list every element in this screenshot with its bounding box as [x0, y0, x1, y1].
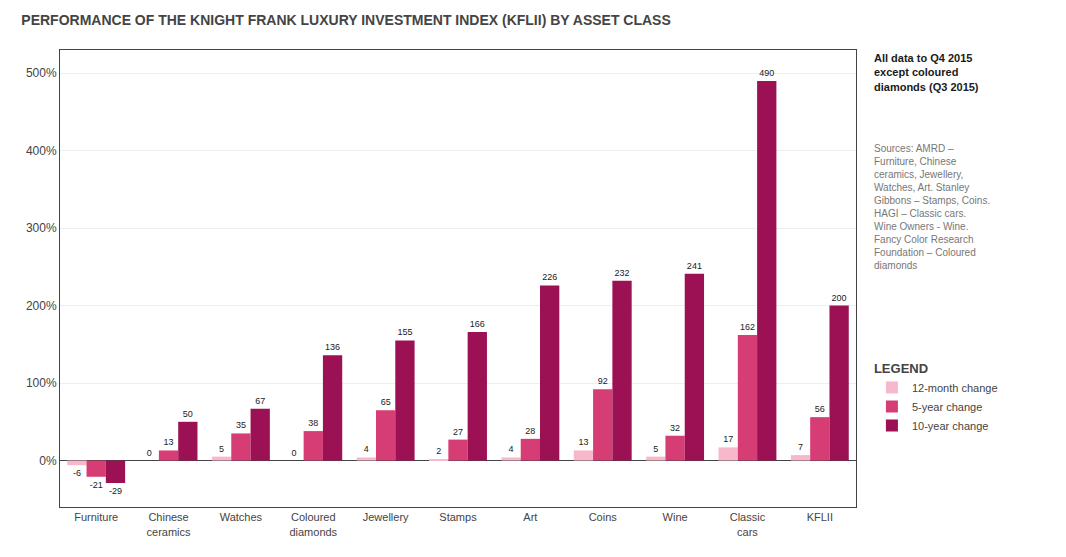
- svg-text:5: 5: [653, 444, 658, 454]
- svg-text:13: 13: [164, 437, 174, 447]
- svg-text:Coloureddiamonds: Coloureddiamonds: [289, 511, 337, 537]
- svg-text:Sources: AMRD –Furniture, Chin: Sources: AMRD –Furniture, Chineseceramic…: [874, 143, 990, 271]
- svg-text:Coins: Coins: [589, 511, 618, 523]
- svg-text:LEGEND: LEGEND: [874, 361, 928, 376]
- svg-text:35: 35: [236, 420, 246, 430]
- svg-text:Classiccars: Classiccars: [730, 511, 766, 537]
- svg-text:162: 162: [740, 322, 755, 332]
- svg-text:65: 65: [381, 397, 391, 407]
- svg-text:50: 50: [183, 409, 193, 419]
- svg-text:38: 38: [308, 418, 318, 428]
- svg-text:28: 28: [525, 426, 535, 436]
- svg-text:226: 226: [542, 272, 557, 282]
- svg-text:Stamps: Stamps: [439, 511, 477, 523]
- svg-text:Watches: Watches: [220, 511, 263, 523]
- svg-text:232: 232: [615, 268, 630, 278]
- svg-text:155: 155: [397, 327, 412, 337]
- svg-text:All data to Q4 2015except colo: All data to Q4 2015except coloureddiamon…: [874, 52, 979, 93]
- svg-text:Jewellery: Jewellery: [363, 511, 409, 523]
- svg-text:12-month change: 12-month change: [912, 382, 998, 394]
- svg-text:166: 166: [470, 319, 485, 329]
- svg-text:10-year change: 10-year change: [912, 420, 988, 432]
- svg-text:7: 7: [798, 442, 803, 452]
- svg-text:PERFORMANCE OF THE KNIGHT FRAN: PERFORMANCE OF THE KNIGHT FRANK LUXURY I…: [21, 12, 670, 28]
- svg-text:400%: 400%: [26, 144, 57, 158]
- svg-text:500%: 500%: [26, 66, 57, 80]
- svg-text:300%: 300%: [26, 221, 57, 235]
- svg-text:5: 5: [219, 444, 224, 454]
- svg-text:-6: -6: [73, 468, 81, 478]
- svg-text:136: 136: [325, 342, 340, 352]
- svg-text:Wine: Wine: [663, 511, 688, 523]
- svg-text:5-year change: 5-year change: [912, 401, 982, 413]
- svg-text:0: 0: [291, 448, 296, 458]
- svg-text:67: 67: [255, 396, 265, 406]
- svg-text:13: 13: [578, 437, 588, 447]
- svg-text:27: 27: [453, 427, 463, 437]
- svg-text:17: 17: [723, 434, 733, 444]
- svg-text:0%: 0%: [39, 454, 57, 468]
- svg-text:-21: -21: [90, 480, 103, 490]
- svg-text:241: 241: [687, 261, 702, 271]
- svg-text:4: 4: [509, 444, 514, 454]
- svg-text:490: 490: [759, 68, 774, 78]
- svg-text:200: 200: [832, 293, 847, 303]
- svg-text:200%: 200%: [26, 299, 57, 313]
- svg-text:0: 0: [147, 448, 152, 458]
- svg-text:-29: -29: [109, 486, 122, 496]
- svg-text:92: 92: [598, 376, 608, 386]
- svg-text:2: 2: [436, 446, 441, 456]
- svg-text:4: 4: [364, 444, 369, 454]
- svg-text:Chineseceramics: Chineseceramics: [147, 511, 192, 537]
- svg-text:100%: 100%: [26, 376, 57, 390]
- svg-text:56: 56: [815, 404, 825, 414]
- svg-text:Furniture: Furniture: [74, 511, 118, 523]
- svg-text:Art: Art: [523, 511, 537, 523]
- svg-text:KFLII: KFLII: [807, 511, 833, 523]
- svg-text:32: 32: [670, 423, 680, 433]
